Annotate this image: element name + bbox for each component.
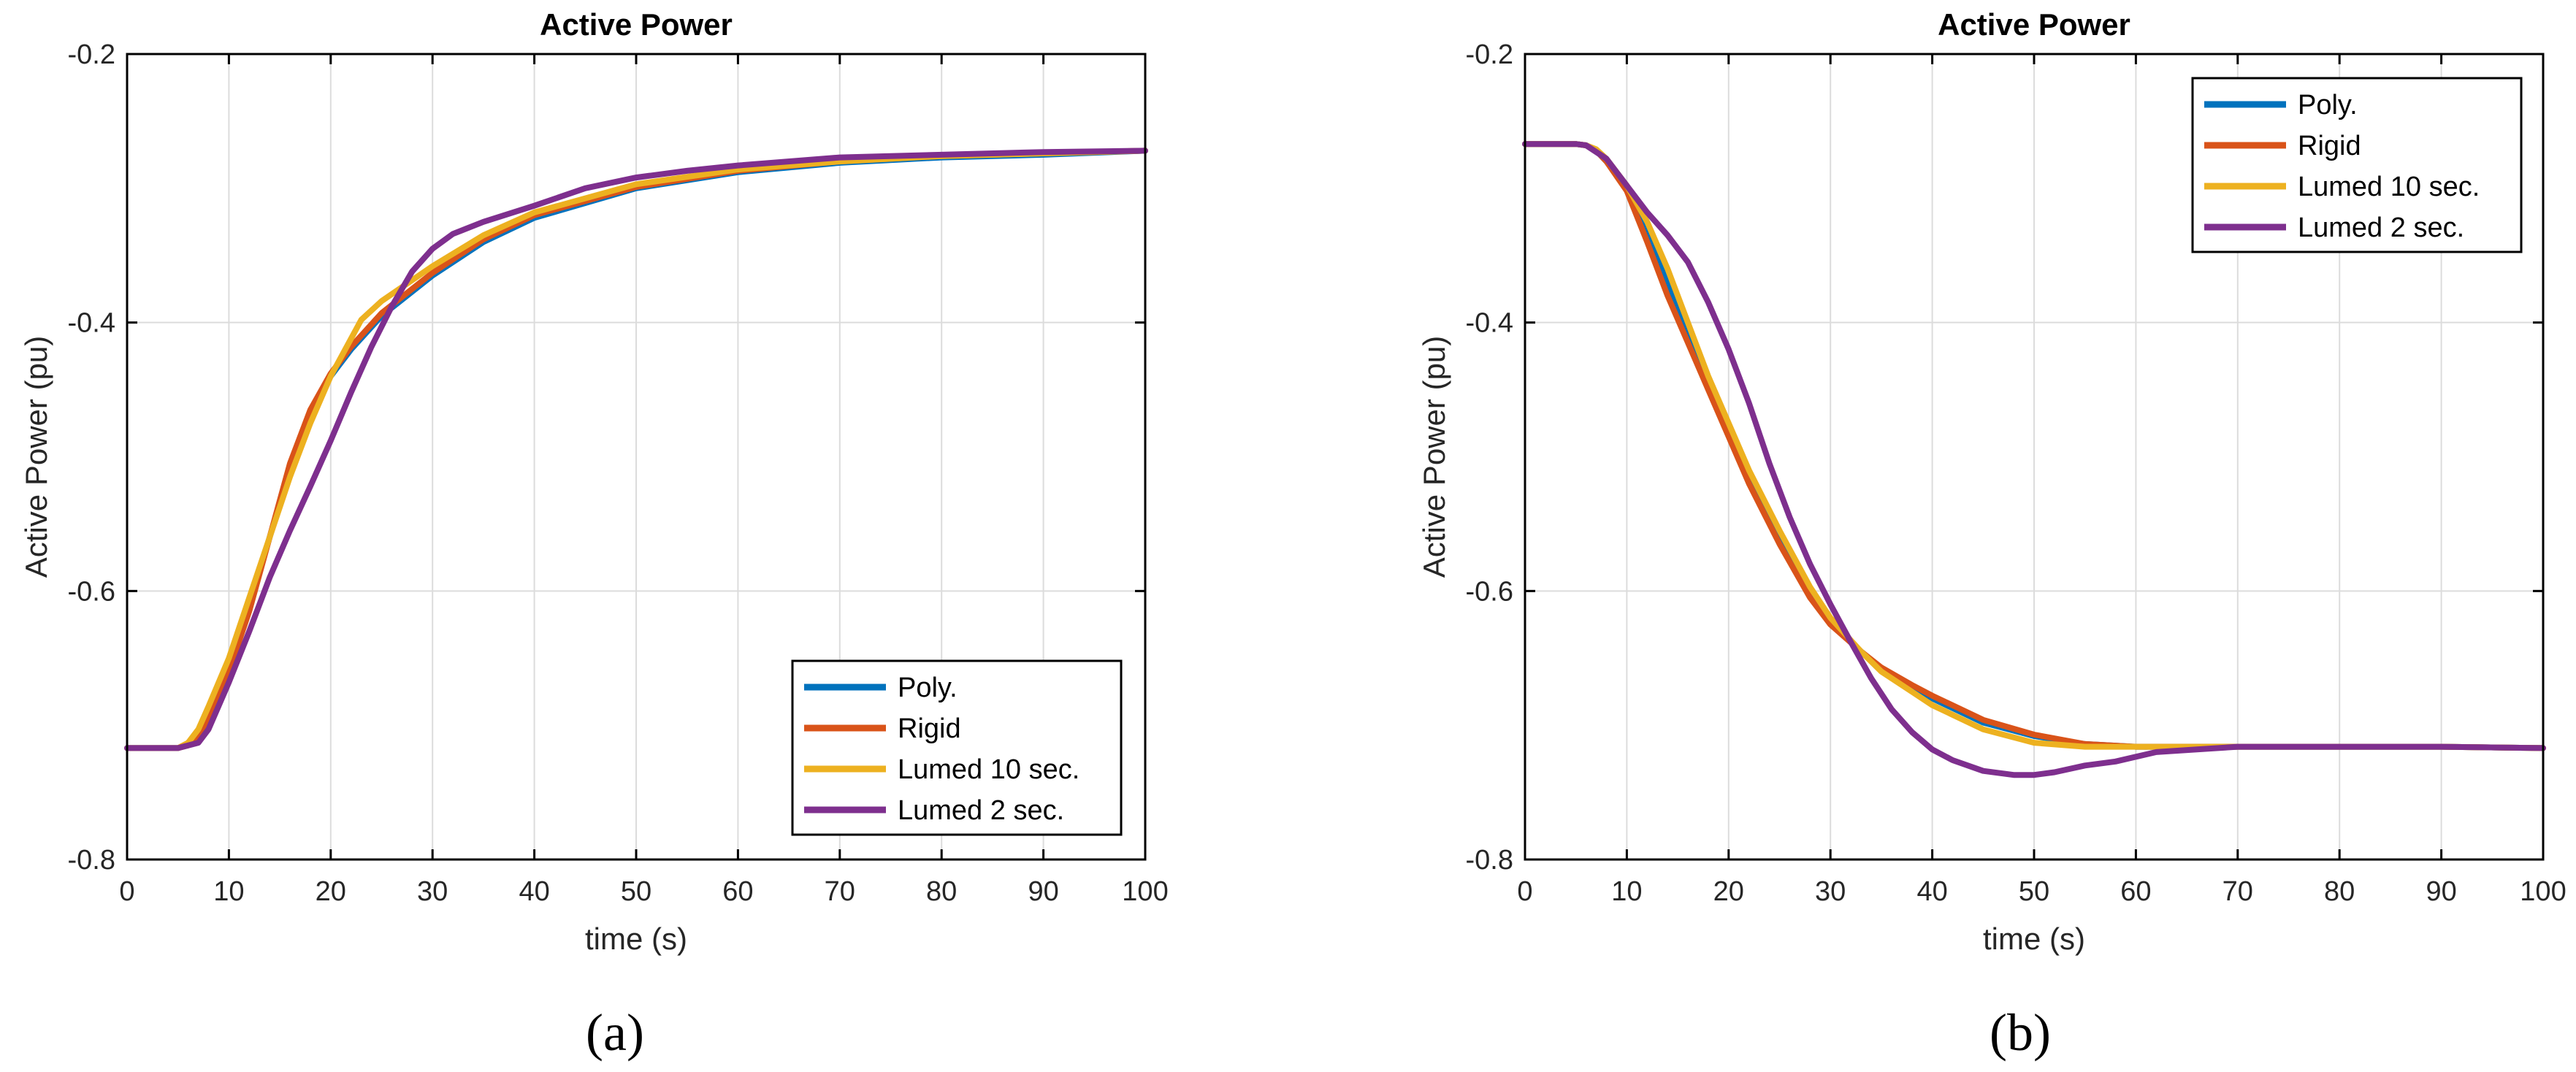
- legend-label: Lumed 2 sec.: [898, 795, 1064, 826]
- legend-label: Rigid: [898, 713, 961, 744]
- x-axis-label: time (s): [585, 922, 687, 956]
- x-tick-label: 100: [1122, 876, 1168, 907]
- x-axis-label: time (s): [1983, 922, 2085, 956]
- x-tick-label: 60: [722, 876, 753, 907]
- series-layer: [1522, 141, 2546, 778]
- x-tick-label: 10: [1611, 876, 1642, 907]
- x-tick-label: 80: [2324, 876, 2355, 907]
- x-tick-label: 40: [519, 876, 549, 907]
- panel-caption: (a): [586, 1003, 644, 1062]
- chart-title: Active Power: [540, 7, 733, 42]
- y-tick-label: -0.4: [1466, 308, 1513, 339]
- legend-label: Rigid: [2298, 131, 2361, 161]
- x-tick-label: 70: [825, 876, 855, 907]
- y-tick-label: -0.8: [1466, 845, 1513, 876]
- x-tick-label: 40: [1916, 876, 1947, 907]
- legend-label: Lumed 2 sec.: [2298, 213, 2464, 243]
- x-tick-label: 10: [213, 876, 244, 907]
- x-tick-label: 30: [1815, 876, 1846, 907]
- series-line: [124, 148, 1148, 751]
- series-line: [1522, 141, 2546, 778]
- panel-b: 0 10 20 30 40 50 60 70 80 90 100 -0.2 -0.4 -0.6 -0.8 A…: [1417, 7, 2567, 1062]
- x-tick-label: 20: [316, 876, 346, 907]
- panel-a: 0 10 20 30 40 50 60 70 80 90 100 -0.2 -0.4 -0.6 -0.8 A…: [19, 7, 1169, 1062]
- x-tick-label: 50: [2019, 876, 2049, 907]
- x-tick-label: 70: [2223, 876, 2253, 907]
- ticks: 0 10 20 30 40 50 60 70 80 90 100 -0.2 -0.4 -0.6 -0.8: [68, 39, 1169, 907]
- x-tick-label: 0: [1517, 876, 1532, 907]
- legend-label: Lumed 10 sec.: [2298, 172, 2480, 202]
- x-tick-label: 90: [1028, 876, 1058, 907]
- y-tick-label: -0.2: [1466, 39, 1513, 70]
- y-tick-label: -0.4: [68, 308, 115, 339]
- x-tick-label: 90: [2426, 876, 2456, 907]
- legend-label: Poly.: [2298, 90, 2358, 120]
- y-axis-label: Active Power (pu): [1417, 336, 1451, 578]
- y-tick-label: -0.2: [68, 39, 115, 70]
- x-tick-label: 20: [1713, 876, 1744, 907]
- legend-label: Poly.: [898, 673, 958, 703]
- legend: Poly. Rigid Lumed 10 sec. Lumed 2 sec.: [2191, 77, 2523, 253]
- x-tick-label: 100: [2520, 876, 2566, 907]
- ticks: 0 10 20 30 40 50 60 70 80 90 100 -0.2 -0.4 -0.6 -0.8: [1466, 39, 2567, 907]
- y-tick-label: -0.6: [68, 576, 115, 607]
- y-axis-label: Active Power (pu): [19, 336, 53, 578]
- panel-caption: (b): [1990, 1003, 2051, 1062]
- x-tick-label: 50: [621, 876, 651, 907]
- x-tick-label: 60: [2120, 876, 2151, 907]
- legend: Poly. Rigid Lumed 10 sec. Lumed 2 sec.: [791, 659, 1123, 836]
- series-layer: [124, 148, 1148, 751]
- x-tick-label: 80: [926, 876, 957, 907]
- y-tick-label: -0.6: [1466, 576, 1513, 607]
- chart-title: Active Power: [1938, 7, 2130, 42]
- legend-label: Lumed 10 sec.: [898, 754, 1079, 785]
- y-tick-label: -0.8: [68, 845, 115, 876]
- series-line: [124, 148, 1148, 751]
- x-tick-label: 0: [119, 876, 134, 907]
- x-tick-label: 30: [417, 876, 448, 907]
